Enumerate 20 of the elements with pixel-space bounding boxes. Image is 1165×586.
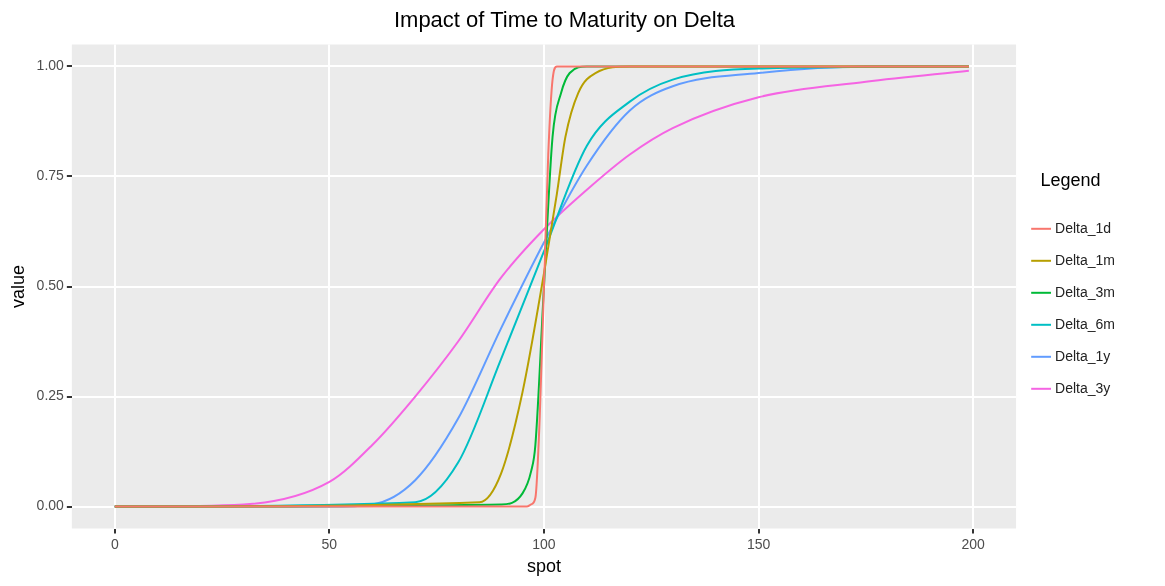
x-axis-title: spot [526, 556, 561, 577]
legend-label: Delta_1d [1055, 219, 1112, 236]
x-tick-label: 200 [961, 535, 986, 552]
y-tick-label: 0.75 [36, 167, 65, 184]
legend-label: Delta_6m [1055, 315, 1115, 332]
x-tick-label: 150 [746, 535, 771, 552]
legend-label: Delta_3y [1055, 379, 1111, 396]
chart-title: Impact of Time to Maturity on Delta [393, 7, 736, 33]
x-tick-label: 100 [532, 535, 556, 552]
y-tick-label: 1.00 [36, 57, 65, 74]
y-tick-label: 0.00 [36, 497, 65, 514]
legend-label: Delta_3m [1055, 283, 1115, 300]
x-tick-label: 0 [110, 535, 119, 552]
x-tick-label: 50 [321, 535, 338, 552]
y-tick-label: 0.25 [36, 387, 65, 404]
y-axis-title: value [7, 264, 28, 309]
y-tick-label: 0.50 [36, 277, 65, 294]
legend-title: Legend [1040, 170, 1101, 191]
legend-label: Delta_1m [1055, 251, 1115, 268]
legend-label: Delta_1y [1055, 347, 1111, 364]
